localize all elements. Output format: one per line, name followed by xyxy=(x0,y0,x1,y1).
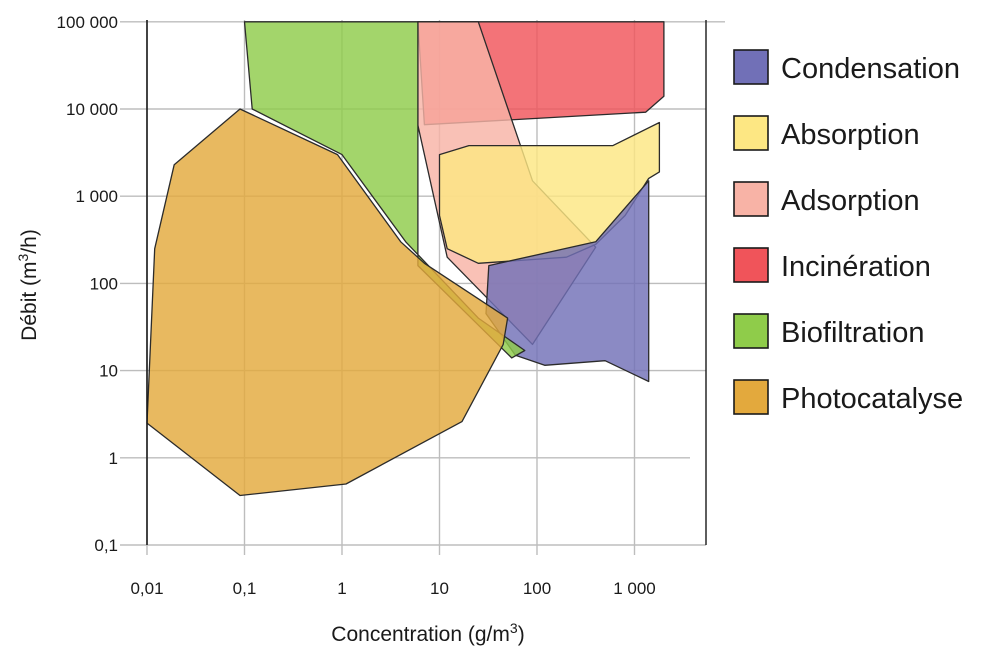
x-tick-label: 0,01 xyxy=(130,579,163,598)
legend: Condensation Absorption Adsorption Incinéra… xyxy=(733,49,963,415)
y-tick-label: 10 000 xyxy=(66,100,118,119)
y-axis-title: Débit (m3/h) xyxy=(15,229,41,341)
x-axis-title: Concentration (g/m3) xyxy=(331,620,524,646)
y-axis-title-close: /h) xyxy=(18,229,41,254)
x-axis-title-close: ) xyxy=(518,623,525,646)
x-tick-label: 0,1 xyxy=(233,579,257,598)
legend-label-condensation: Condensation xyxy=(781,53,960,85)
legend-swatch-biofiltration xyxy=(733,313,769,349)
legend-swatch-incineration xyxy=(733,247,769,283)
y-tick-label: 0,1 xyxy=(94,536,118,555)
legend-swatch-condensation xyxy=(733,49,769,85)
x-tick-label: 100 xyxy=(523,579,551,598)
y-tick-label: 10 xyxy=(99,362,118,381)
x-axis-title-text: Concentration (g/m xyxy=(331,623,510,646)
legend-label-absorption: Absorption xyxy=(781,119,920,151)
legend-swatch-adsorption xyxy=(733,181,769,217)
x-axis-title-sup: 3 xyxy=(510,620,518,636)
x-tick-label: 1 xyxy=(337,579,346,598)
plot-areas xyxy=(146,21,665,497)
x-tick-labels: 0,01 0,1 1 10 100 1 000 xyxy=(130,579,655,598)
legend-label-biofiltration: Biofiltration xyxy=(781,317,924,349)
legend-label-incineration: Incinération xyxy=(781,251,931,283)
y-tick-label: 1 000 xyxy=(75,187,118,206)
area-photocatalyse xyxy=(146,108,509,497)
y-tick-label: 100 000 xyxy=(57,13,118,32)
legend-label-photocatalyse: Photocatalyse xyxy=(781,383,963,415)
y-axis-title-text: Débit (m xyxy=(18,261,41,340)
y-axis-title-sup: 3 xyxy=(15,253,31,261)
x-tick-label: 10 xyxy=(430,579,449,598)
y-tick-labels: 0,1 1 10 100 1 000 10 000 100 000 xyxy=(57,13,118,555)
y-tick-label: 1 xyxy=(109,449,118,468)
area-biofiltration xyxy=(243,21,526,359)
x-tick-label: 1 000 xyxy=(613,579,656,598)
legend-swatch-photocatalyse xyxy=(733,379,769,415)
legend-label-adsorption: Adsorption xyxy=(781,185,920,217)
y-tick-label: 100 xyxy=(90,274,118,293)
legend-swatch-absorption xyxy=(733,115,769,151)
